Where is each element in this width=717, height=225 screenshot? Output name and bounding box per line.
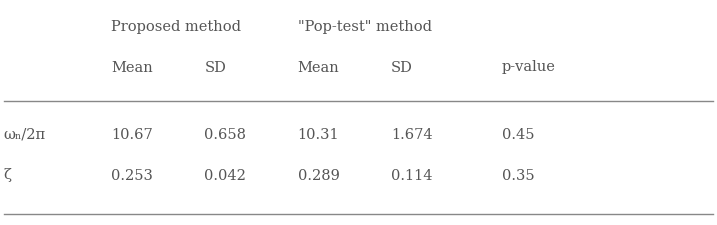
Text: 0.289: 0.289 xyxy=(298,169,339,182)
Text: 0.658: 0.658 xyxy=(204,128,247,142)
Text: Mean: Mean xyxy=(298,61,339,74)
Text: Mean: Mean xyxy=(111,61,153,74)
Text: 0.253: 0.253 xyxy=(111,169,153,182)
Text: 1.674: 1.674 xyxy=(391,128,432,142)
Text: p-value: p-value xyxy=(502,61,556,74)
Text: 0.35: 0.35 xyxy=(502,169,535,182)
Text: 0.042: 0.042 xyxy=(204,169,246,182)
Text: ωₙ/2π: ωₙ/2π xyxy=(4,128,46,142)
Text: SD: SD xyxy=(391,61,413,74)
Text: ζ: ζ xyxy=(4,169,11,182)
Text: 0.114: 0.114 xyxy=(391,169,432,182)
Text: Proposed method: Proposed method xyxy=(111,20,241,34)
Text: 0.45: 0.45 xyxy=(502,128,534,142)
Text: 10.31: 10.31 xyxy=(298,128,339,142)
Text: 10.67: 10.67 xyxy=(111,128,153,142)
Text: SD: SD xyxy=(204,61,227,74)
Text: "Pop-test" method: "Pop-test" method xyxy=(298,20,432,34)
